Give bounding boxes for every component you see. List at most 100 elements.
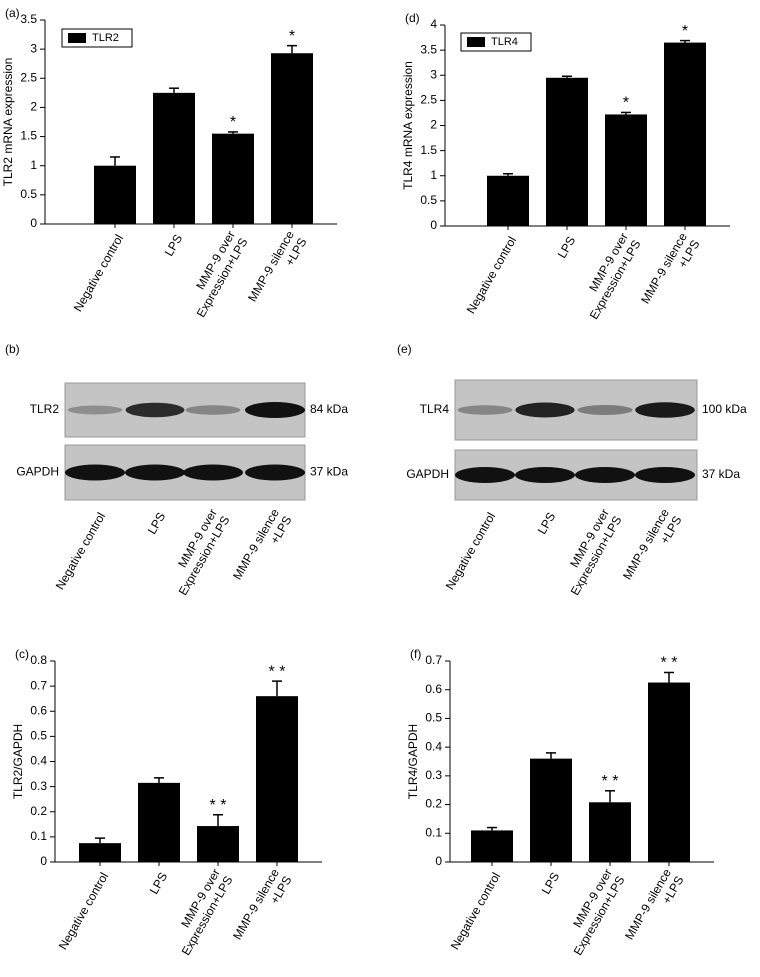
significance-mark: * * [210,797,227,814]
lane-label: MMP-9 silence+LPS [230,506,294,589]
blot-size-label: 84 kDa [310,402,348,416]
blot-row-label: GAPDH [16,465,59,479]
significance-mark: * * [269,663,286,680]
legend-label: TLR2 [92,32,119,44]
y-tick-label: 1 [430,168,437,182]
bar [471,830,513,862]
blot-band [635,402,695,418]
significance-mark: * [682,23,688,40]
legend-swatch [68,33,86,43]
significance-mark: * [623,95,629,112]
x-tick-label: Negative control [71,232,126,314]
blot-band [183,464,243,481]
y-tick-label: 0 [435,854,442,868]
lane-label: MMP-9 silence+LPS [620,506,684,589]
y-tick-label: 0.2 [425,797,442,811]
panel-label: (e) [397,342,412,356]
blot-size-label: 37 kDa [310,465,348,479]
y-tick-label: 1 [30,158,37,172]
y-tick-label: 0.6 [30,703,47,717]
blot-band [245,402,305,418]
blot-band [455,467,515,483]
x-tick-label: Negative control [448,870,503,952]
y-tick-label: 2.5 [20,70,37,84]
y-tick-label: 1.5 [20,129,37,143]
blot-band [125,402,185,418]
y-tick-label: 0.1 [30,829,47,843]
blot-band [457,405,513,415]
x-tick-label: MMP-9 overExpression+LPS [166,866,235,957]
bar [546,77,588,226]
x-tick-label: MMP-9 silence+LPS [622,866,686,949]
x-tick-label: LPS [162,232,185,259]
bar [487,175,529,226]
blot-size-label: 37 kDa [702,467,740,481]
bar [664,42,706,227]
lane-label: MMP-9 overExpression+LPS [163,506,232,597]
x-tick-label: MMP-9 overExpression+LPS [574,230,643,321]
bar [94,165,136,224]
panel-label: (f) [410,647,421,661]
lane-label: Negative control [443,510,498,592]
y-axis-label: TLR2/GAPDH [11,724,25,799]
y-tick-label: 3 [430,67,437,81]
bar [197,826,239,862]
blot-band [635,467,695,483]
y-tick-label: 0.4 [425,739,442,753]
y-tick-label: 0.7 [30,678,47,692]
y-tick-label: 0 [30,216,37,230]
blot-size-label: 100 kDa [702,402,747,416]
y-tick-label: 0.5 [30,729,47,743]
x-tick-label: MMP-9 silence+LPS [638,230,702,313]
blot-row-label: TLR2 [30,402,60,416]
x-tick-label: MMP-9 overExpression+LPS [558,866,627,957]
x-tick-label: LPS [539,870,562,897]
bar [589,802,631,862]
bar [271,53,313,225]
y-tick-label: 0.3 [30,779,47,793]
x-tick-label: MMP-9 silence+LPS [230,866,294,949]
lane-label: Negative control [53,510,108,592]
panel-label: (c) [15,647,29,661]
y-tick-label: 4 [430,17,437,31]
legend-label: TLR4 [491,36,518,48]
bar [256,696,298,862]
y-tick-label: 2 [430,118,437,132]
y-tick-label: 0.4 [30,754,47,768]
x-tick-label: LPS [555,234,578,261]
panel-label: (d) [405,11,420,25]
blot-row-label: GAPDH [406,467,449,481]
blot-band [245,464,305,481]
significance-mark: * * [661,655,678,672]
y-tick-label: 0.1 [425,825,442,839]
significance-mark: * [289,28,295,45]
bar [212,133,254,224]
x-tick-label: Negative control [464,234,519,316]
y-tick-label: 0.5 [425,711,442,725]
y-axis-label: TLR4 mRNA expression [401,61,415,190]
blot-band [65,464,125,481]
y-axis-label: TLR2 mRNA expression [1,58,15,187]
x-tick-label: MMP-9 overExpression+LPS [181,228,250,319]
lane-label: LPS [145,510,168,537]
lane-label: MMP-9 overExpression+LPS [555,506,624,597]
panel-label: (b) [5,342,20,356]
bar [153,92,195,224]
y-axis-label: TLR4/GAPDH [406,724,420,799]
y-tick-label: 0.5 [420,193,437,207]
y-tick-label: 3 [30,41,37,55]
y-tick-label: 0 [430,218,437,232]
y-tick-label: 2 [30,100,37,114]
y-tick-label: 3.5 [20,12,37,26]
bar [138,782,180,862]
y-tick-label: 1.5 [420,143,437,157]
bar [605,114,647,226]
blot-band [515,402,575,418]
y-tick-label: 3.5 [420,42,437,56]
blot-row-label: TLR4 [420,402,450,416]
y-tick-label: 0.6 [425,682,442,696]
x-tick-label: MMP-9 silence+LPS [245,228,309,311]
bar [530,758,572,862]
y-tick-label: 2.5 [420,93,437,107]
